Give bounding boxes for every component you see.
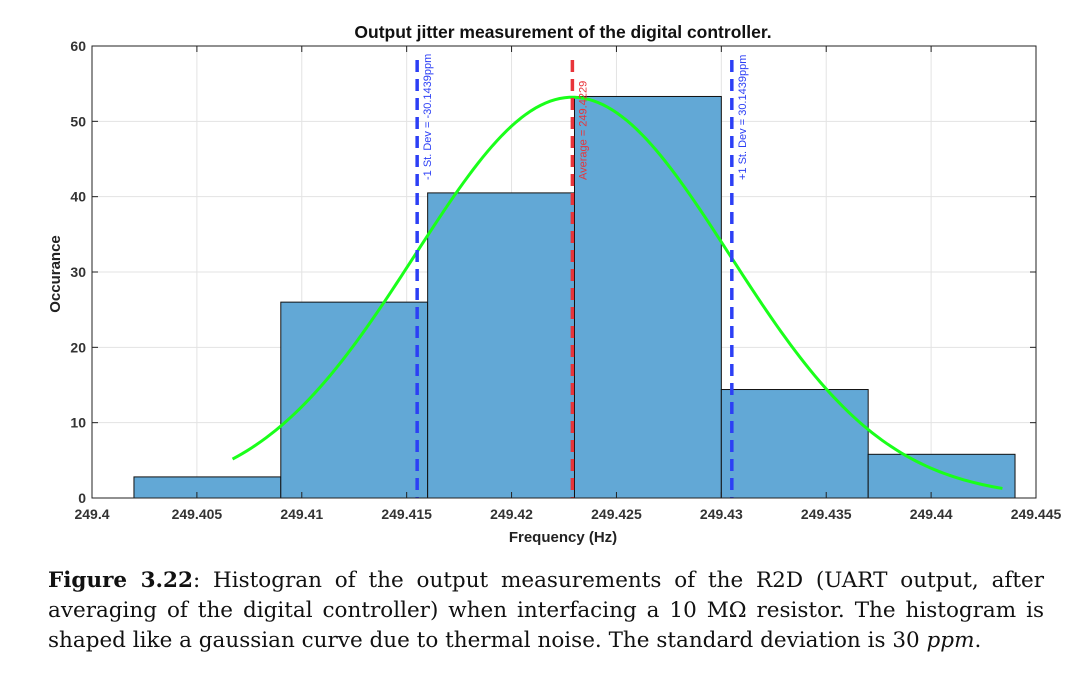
histogram-bar-3 (427, 192, 575, 499)
x-tick-label: 249.4 (74, 506, 109, 522)
x-tick-label: 249.41 (280, 506, 323, 522)
histogram-bar-6 (867, 453, 1016, 499)
reference-line-label-2: Average = 249.4229 (577, 81, 589, 180)
y-tick-label: 0 (78, 490, 86, 506)
x-tick-label: 249.445 (1011, 506, 1062, 522)
x-tick-label: 249.44 (910, 506, 953, 522)
x-tick-label: 249.43 (700, 506, 743, 522)
histogram-bar-5 (720, 389, 869, 499)
gaussian-fit (231, 95, 1003, 490)
figure-caption: Figure 3.22: Histogran of the output mea… (48, 566, 1044, 656)
x-tick-label: 249.415 (381, 506, 432, 522)
caption-end: . (974, 628, 982, 653)
histogram-bar-2 (280, 301, 429, 499)
y-axis-label: Occurance (47, 235, 64, 313)
gaussian-fit-curve (231, 95, 1003, 490)
x-axis-label: Frequency (Hz) (509, 529, 617, 546)
y-tick-label: 20 (70, 339, 86, 355)
y-tick-label: 10 (70, 415, 86, 431)
figure-label: Figure 3.22 (48, 568, 193, 593)
y-tick-label: 30 (70, 264, 86, 280)
reference-lines: -1 St. Dev = -30.1439ppm Average = 249.42… (415, 54, 749, 498)
caption-unit: ppm (926, 628, 975, 653)
reference-line-label-1: -1 St. Dev = -30.1439ppm (422, 54, 434, 180)
x-tick-label: 249.425 (591, 506, 642, 522)
axes: 249.4 249.405 249.41 249.415 249.42 249.425 24… (70, 38, 1061, 522)
reference-line-label-3: +1 St. Dev = 30.1439ppm (737, 55, 749, 180)
y-tick-label: 60 (70, 38, 86, 54)
chart-title: Output jitter measurement of the digital… (354, 22, 771, 42)
y-tick-label: 50 (70, 113, 86, 129)
x-tick-label: 249.42 (490, 506, 533, 522)
histogram-chart: -1 St. Dev = -30.1439ppm Average = 249.42… (47, 22, 1062, 546)
caption-text: : Histogran of the output measurements o… (48, 568, 1044, 653)
x-tick-label: 249.435 (801, 506, 852, 522)
y-tick-label: 40 (70, 189, 86, 205)
histogram-bar-4 (573, 95, 722, 499)
x-tick-label: 249.405 (172, 506, 223, 522)
histogram-bar-1 (133, 476, 282, 499)
chart-area: -1 St. Dev = -30.1439ppm Average = 249.42… (47, 22, 1062, 546)
